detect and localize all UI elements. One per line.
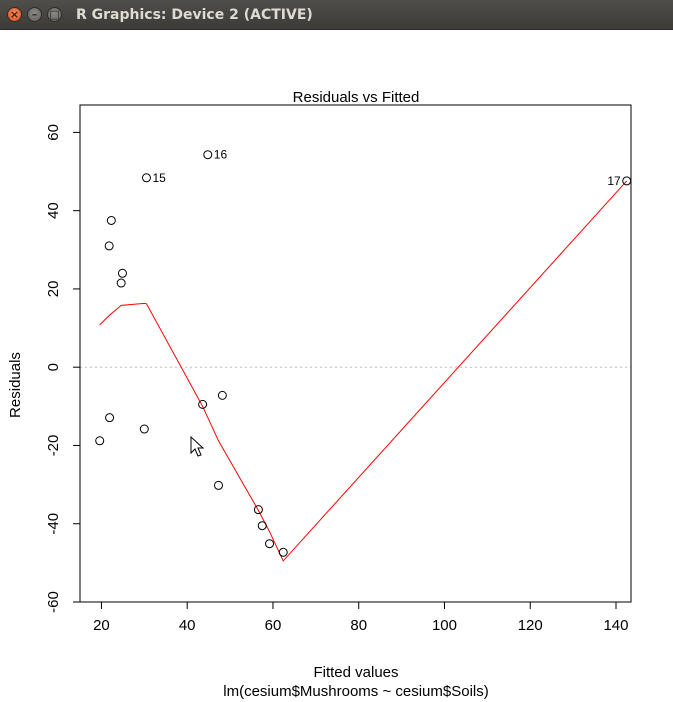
- data-point: [106, 215, 116, 225]
- data-point: [198, 399, 208, 409]
- window-title: R Graphics: Device 2 (ACTIVE): [76, 7, 313, 23]
- y-axis-label: Residuals: [7, 352, 24, 418]
- y-tick-label: -40: [45, 513, 62, 535]
- data-point: [253, 505, 263, 515]
- chart-title: Residuals vs Fitted: [293, 89, 420, 106]
- y-tick-label: 40: [45, 202, 62, 219]
- title-bar: × – □ R Graphics: Device 2 (ACTIVE): [0, 0, 673, 30]
- data-point: [203, 150, 213, 160]
- x-tick-label: 140: [603, 617, 628, 634]
- minimize-icon[interactable]: –: [27, 7, 42, 22]
- y-tick-label: 20: [45, 281, 62, 298]
- data-point: [116, 278, 126, 288]
- chart-subtitle: lm(cesium$Mushrooms ~ cesium$Soils): [223, 683, 489, 700]
- y-axis: -60 -40 -20 0 20 40 60: [45, 124, 81, 613]
- residuals-vs-fitted-plot: Residuals vs Fitted 15 16 17 20 40 60 80 100 12…: [7, 89, 632, 700]
- data-point: [105, 413, 115, 423]
- data-point: [95, 436, 105, 446]
- y-tick-label: -60: [45, 591, 62, 613]
- maximize-icon[interactable]: □: [47, 7, 62, 22]
- data-point: [117, 268, 127, 278]
- data-point: [278, 547, 288, 557]
- y-tick-label: 60: [45, 124, 62, 141]
- point-label: 15: [152, 171, 166, 185]
- x-tick-label: 60: [265, 617, 282, 634]
- point-label: 17: [607, 174, 621, 188]
- data-point: [257, 521, 267, 531]
- point-label: 16: [214, 148, 228, 162]
- data-point: [139, 424, 149, 434]
- x-tick-label: 120: [518, 617, 543, 634]
- x-tick-label: 80: [350, 617, 367, 634]
- x-tick-label: 20: [93, 617, 110, 634]
- smooth-line: [99, 180, 628, 562]
- y-tick-label: 0: [45, 363, 62, 371]
- x-tick-label: 100: [432, 617, 457, 634]
- y-tick-label: -20: [45, 435, 62, 457]
- x-tick-label: 40: [179, 617, 196, 634]
- plot-area: 15 16 17: [80, 148, 632, 562]
- mouse-cursor-icon: [190, 435, 205, 457]
- data-point: [265, 539, 275, 549]
- data-point: [104, 241, 114, 251]
- x-axis-label: Fitted values: [313, 664, 398, 681]
- data-point: [141, 173, 151, 183]
- data-point: [217, 390, 227, 400]
- x-axis: 20 40 60 80 100 120 140: [93, 601, 629, 634]
- data-point: [214, 480, 224, 490]
- close-icon[interactable]: ×: [7, 7, 22, 22]
